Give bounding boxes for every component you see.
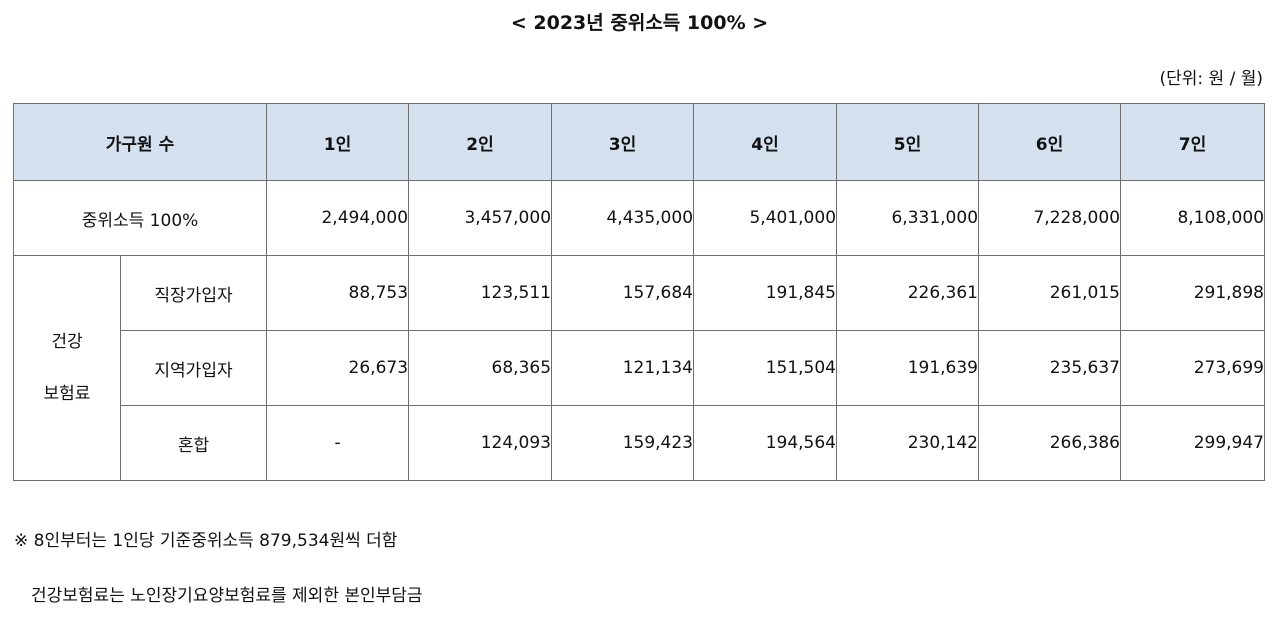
health-label-line1: 건강: [51, 332, 83, 352]
health-cell: 68,365: [408, 330, 553, 406]
health-row-label: 직장가입자: [119, 255, 268, 331]
median-income-cell: 5,401,000: [693, 180, 838, 256]
health-row-label: 혼합: [119, 405, 268, 481]
median-income-cell: 3,457,000: [408, 180, 553, 256]
header-col-2: 2인: [408, 103, 553, 181]
header-col-6: 6인: [978, 103, 1122, 181]
median-income-label: 중위소득 100%: [12, 180, 268, 256]
health-cell: 26,673: [266, 330, 410, 406]
page-title: < 2023년 중위소득 100% >: [510, 12, 769, 34]
header-col-7: 7인: [1120, 103, 1266, 181]
header-col-1: 1인: [266, 103, 410, 181]
health-cell: 235,637: [978, 330, 1122, 406]
health-workplace-row: 건강 보험료 직장가입자 88,753 123,511 157,684 191,…: [13, 255, 1266, 481]
health-cell: 273,699: [1120, 330, 1266, 406]
median-income-cell: 2,494,000: [266, 180, 410, 256]
header-col-3: 3인: [551, 103, 695, 181]
median-income-cell: 8,108,000: [1120, 180, 1266, 256]
health-cell: 261,015: [978, 255, 1122, 331]
header-col-5: 5인: [836, 103, 980, 181]
health-row-label: 지역가입자: [119, 330, 268, 406]
median-income-cell: 4,435,000: [551, 180, 695, 256]
median-income-cell: 6,331,000: [836, 180, 980, 256]
median-income-cell: 7,228,000: [978, 180, 1122, 256]
health-cell: 191,845: [693, 255, 838, 331]
health-cell: -: [266, 405, 410, 481]
header-row: 가구원 수 1인 2인 3인 4인 5인 6인 7인: [12, 103, 1266, 181]
health-insurance-group-label: 건강 보험료: [13, 255, 121, 481]
median-income-row: 중위소득 100% 2,494,000 3,457,000 4,435,000 …: [12, 180, 1266, 256]
header-household: 가구원 수: [12, 103, 268, 181]
health-cell: 266,386: [978, 405, 1122, 481]
health-cell: 123,511: [408, 255, 553, 331]
health-label-line2: 보험료: [43, 384, 91, 404]
health-cell: 299,947: [1120, 405, 1266, 481]
health-cell: 121,134: [551, 330, 695, 406]
footnote-line: ※ 8인부터는 1인당 기준중위소득 879,534원씩 더함: [14, 531, 398, 551]
health-mixed-row: 혼합 - 124,093 159,423 194,564 230,142 266…: [14, 405, 1266, 481]
header-col-4: 4인: [693, 103, 838, 181]
health-cell: 230,142: [836, 405, 980, 481]
health-cell: 151,504: [693, 330, 838, 406]
median-income-table: 가구원 수 1인 2인 3인 4인 5인 6인 7인 중위소득 100% 2,4…: [12, 103, 1266, 481]
health-cell: 226,361: [836, 255, 980, 331]
health-cell: 124,093: [408, 405, 553, 481]
health-cell: 157,684: [551, 255, 695, 331]
footnote-line: 건강보험료는 노인장기요양보험료를 제외한 본인부담금: [31, 586, 423, 606]
health-cell: 194,564: [693, 405, 838, 481]
health-cell: 159,423: [551, 405, 695, 481]
health-cell: 88,753: [266, 255, 410, 331]
unit-label: (단위: 원 / 월): [1159, 69, 1264, 89]
health-cell: 291,898: [1120, 255, 1266, 331]
footnotes: ※ 8인부터는 1인당 기준중위소득 879,534원씩 더함 건강보험료는 노…: [14, 528, 423, 609]
health-regional-row: 지역가입자 26,673 68,365 121,134 151,504 191,…: [14, 330, 1266, 406]
health-cell: 191,639: [836, 330, 980, 406]
